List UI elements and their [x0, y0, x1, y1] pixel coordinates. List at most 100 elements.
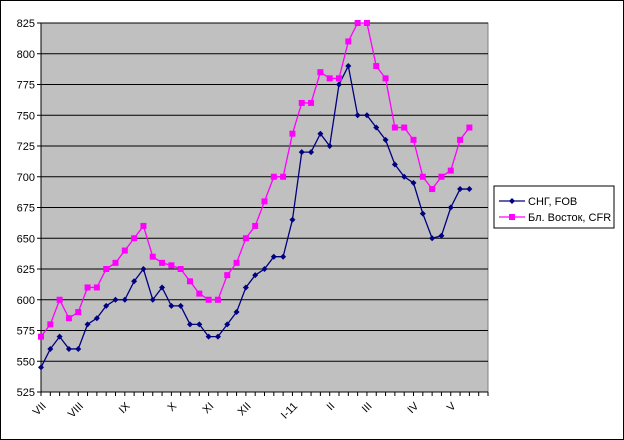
data-point [140, 266, 147, 272]
data-point [47, 321, 54, 328]
x-tick-label: X [165, 400, 179, 414]
data-point [363, 112, 370, 119]
x-tick-label: IV [405, 400, 421, 416]
data-point [233, 259, 240, 266]
legend-label-sng: СНГ, FOB [528, 196, 577, 208]
data-point [354, 20, 361, 26]
data-point [419, 210, 426, 217]
data-point [280, 173, 287, 180]
data-point [103, 266, 110, 272]
data-point [438, 173, 445, 180]
data-point [308, 99, 315, 106]
data-point [270, 253, 277, 260]
data-point [391, 124, 398, 131]
data-point [354, 112, 361, 119]
data-point [373, 63, 380, 70]
data-point [112, 296, 119, 303]
data-point [298, 99, 305, 106]
data-point [121, 296, 128, 303]
y-tick-label: 525 [17, 387, 35, 399]
x-tick-label: XII [236, 400, 254, 418]
data-point [224, 321, 231, 328]
data-point [224, 272, 231, 279]
data-point [159, 259, 166, 266]
data-point [47, 345, 54, 352]
data-point [336, 81, 342, 88]
legend-marker-sng [509, 198, 515, 204]
y-axis-ticks: 525 550 575 600 625 650 675 700 725 750 775 800 825 [17, 18, 488, 399]
data-point [466, 186, 473, 193]
series-group [38, 20, 473, 371]
data-point [84, 284, 91, 291]
data-point [168, 262, 175, 269]
data-point [84, 321, 91, 328]
y-tick-label: 700 [17, 172, 35, 184]
data-point [391, 161, 398, 168]
data-point [38, 364, 44, 371]
y-tick-label: 650 [17, 233, 35, 245]
data-point [56, 333, 63, 340]
data-point [308, 149, 315, 156]
data-point [187, 278, 193, 285]
data-point [140, 222, 147, 229]
data-point [233, 309, 240, 316]
data-point [429, 235, 436, 242]
y-tick-label: 675 [17, 203, 35, 215]
data-point [410, 136, 417, 143]
y-tick-label: 750 [17, 110, 35, 122]
data-point [317, 69, 324, 76]
data-point [419, 173, 426, 180]
data-point [336, 75, 342, 82]
data-point [345, 38, 352, 45]
x-tick-label: I-11 [279, 400, 300, 421]
y-tick-label: 825 [17, 18, 35, 30]
data-point [242, 284, 249, 291]
data-point [326, 75, 333, 82]
data-point [363, 20, 370, 26]
data-point [149, 296, 156, 303]
data-point [93, 284, 100, 291]
data-point [289, 216, 296, 223]
x-tick-label: V [445, 400, 459, 414]
data-point [261, 266, 268, 272]
y-tick-label: 550 [17, 356, 35, 368]
data-point [177, 266, 184, 272]
data-point [289, 130, 296, 137]
data-point [373, 124, 380, 131]
data-point [252, 272, 259, 279]
data-point [345, 63, 352, 70]
data-point [447, 167, 454, 174]
data-point [429, 186, 436, 193]
data-point [298, 149, 305, 156]
data-point [401, 173, 408, 180]
legend: СНГ, FOB Бл. Восток, CFR [493, 185, 615, 229]
data-point [159, 284, 166, 291]
data-point [65, 315, 72, 322]
y-tick-label: 800 [17, 49, 35, 61]
data-point [382, 75, 389, 82]
y-tick-label: 725 [17, 141, 35, 153]
data-point [75, 345, 82, 352]
x-tick-label: III [360, 400, 375, 415]
data-point [214, 333, 221, 340]
data-point [187, 321, 193, 328]
legend-marker-bv [509, 214, 515, 220]
data-point [112, 259, 119, 266]
x-tick-label: II [325, 400, 338, 413]
data-point [438, 232, 445, 239]
data-point [382, 136, 389, 143]
x-tick-label: VII [31, 400, 49, 418]
data-point [447, 204, 454, 211]
legend-box [493, 185, 615, 229]
data-point [466, 124, 473, 131]
data-point [65, 345, 72, 352]
data-point [205, 296, 212, 303]
data-point [457, 136, 464, 143]
data-point [252, 222, 259, 229]
data-point [149, 253, 156, 260]
x-tick-label: XI [201, 400, 217, 416]
data-point [196, 321, 203, 328]
data-point [270, 173, 277, 180]
